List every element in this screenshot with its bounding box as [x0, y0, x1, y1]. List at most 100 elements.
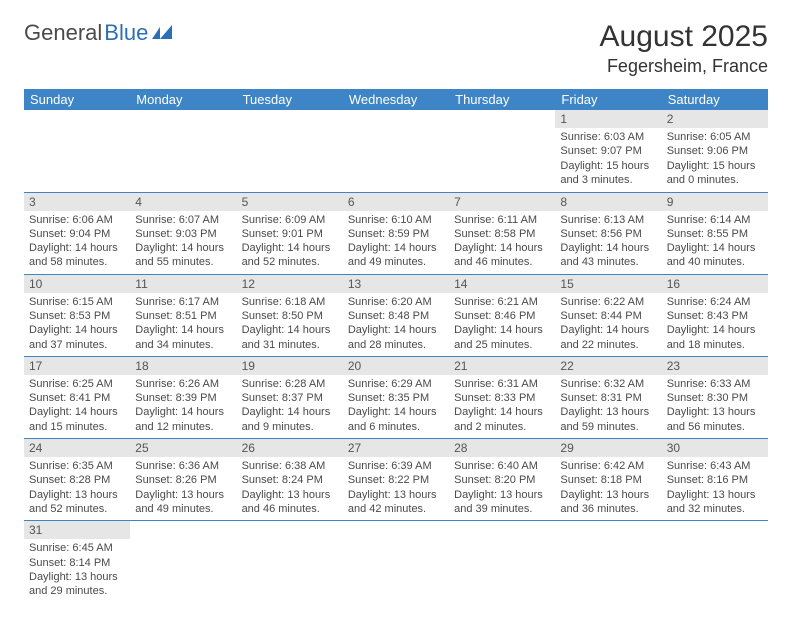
sunrise-text: Sunrise: 6:06 AM: [29, 213, 125, 227]
sunset-text: Sunset: 8:14 PM: [29, 556, 125, 570]
sunrise-text: Sunrise: 6:11 AM: [454, 213, 550, 227]
calendar-week-row: 1Sunrise: 6:03 AMSunset: 9:07 PMDaylight…: [24, 110, 768, 192]
sunrise-text: Sunrise: 6:03 AM: [560, 130, 656, 144]
day-details: Sunrise: 6:35 AMSunset: 8:28 PMDaylight:…: [24, 457, 130, 520]
weekday-header: Friday: [555, 89, 661, 110]
sunrise-text: Sunrise: 6:31 AM: [454, 377, 550, 391]
daylight-text: Daylight: 14 hours and 49 minutes.: [348, 241, 444, 270]
daylight-text: Daylight: 13 hours and 52 minutes.: [29, 488, 125, 517]
day-number: 18: [130, 357, 236, 375]
calendar-day-cell: [130, 521, 236, 603]
weekday-header: Wednesday: [343, 89, 449, 110]
sunset-text: Sunset: 8:30 PM: [667, 391, 763, 405]
daylight-text: Daylight: 13 hours and 46 minutes.: [242, 488, 338, 517]
calendar-day-cell: 9Sunrise: 6:14 AMSunset: 8:55 PMDaylight…: [662, 192, 768, 274]
day-details: Sunrise: 6:18 AMSunset: 8:50 PMDaylight:…: [237, 293, 343, 356]
daylight-text: Daylight: 14 hours and 58 minutes.: [29, 241, 125, 270]
sunrise-text: Sunrise: 6:32 AM: [560, 377, 656, 391]
sunset-text: Sunset: 8:16 PM: [667, 473, 763, 487]
calendar-day-cell: 28Sunrise: 6:40 AMSunset: 8:20 PMDayligh…: [449, 439, 555, 521]
day-details: Sunrise: 6:14 AMSunset: 8:55 PMDaylight:…: [662, 211, 768, 274]
daylight-text: Daylight: 14 hours and 12 minutes.: [135, 405, 231, 434]
calendar-day-cell: [237, 521, 343, 603]
sunset-text: Sunset: 9:03 PM: [135, 227, 231, 241]
sunrise-text: Sunrise: 6:14 AM: [667, 213, 763, 227]
calendar-day-cell: 6Sunrise: 6:10 AMSunset: 8:59 PMDaylight…: [343, 192, 449, 274]
day-number: 16: [662, 275, 768, 293]
day-details: Sunrise: 6:03 AMSunset: 9:07 PMDaylight:…: [555, 128, 661, 191]
sunrise-text: Sunrise: 6:43 AM: [667, 459, 763, 473]
day-details: Sunrise: 6:39 AMSunset: 8:22 PMDaylight:…: [343, 457, 449, 520]
sunrise-text: Sunrise: 6:17 AM: [135, 295, 231, 309]
day-number: 25: [130, 439, 236, 457]
weekday-header: Saturday: [662, 89, 768, 110]
day-number: 28: [449, 439, 555, 457]
day-details: Sunrise: 6:42 AMSunset: 8:18 PMDaylight:…: [555, 457, 661, 520]
day-number: 27: [343, 439, 449, 457]
calendar-day-cell: 23Sunrise: 6:33 AMSunset: 8:30 PMDayligh…: [662, 356, 768, 438]
day-number: 4: [130, 193, 236, 211]
logo-text-blue: Blue: [104, 20, 148, 46]
calendar-day-cell: 19Sunrise: 6:28 AMSunset: 8:37 PMDayligh…: [237, 356, 343, 438]
calendar-week-row: 17Sunrise: 6:25 AMSunset: 8:41 PMDayligh…: [24, 356, 768, 438]
sunset-text: Sunset: 8:53 PM: [29, 309, 125, 323]
day-number: 10: [24, 275, 130, 293]
daylight-text: Daylight: 13 hours and 36 minutes.: [560, 488, 656, 517]
day-number: 11: [130, 275, 236, 293]
day-details: Sunrise: 6:22 AMSunset: 8:44 PMDaylight:…: [555, 293, 661, 356]
daylight-text: Daylight: 13 hours and 56 minutes.: [667, 405, 763, 434]
day-details: Sunrise: 6:15 AMSunset: 8:53 PMDaylight:…: [24, 293, 130, 356]
sunrise-text: Sunrise: 6:10 AM: [348, 213, 444, 227]
day-number: 29: [555, 439, 661, 457]
sunrise-text: Sunrise: 6:28 AM: [242, 377, 338, 391]
day-details: Sunrise: 6:13 AMSunset: 8:56 PMDaylight:…: [555, 211, 661, 274]
calendar-day-cell: 4Sunrise: 6:07 AMSunset: 9:03 PMDaylight…: [130, 192, 236, 274]
calendar-day-cell: [343, 110, 449, 192]
calendar-day-cell: [555, 521, 661, 603]
sunset-text: Sunset: 8:28 PM: [29, 473, 125, 487]
sunrise-text: Sunrise: 6:25 AM: [29, 377, 125, 391]
day-details: Sunrise: 6:32 AMSunset: 8:31 PMDaylight:…: [555, 375, 661, 438]
day-details: Sunrise: 6:17 AMSunset: 8:51 PMDaylight:…: [130, 293, 236, 356]
calendar-day-cell: 2Sunrise: 6:05 AMSunset: 9:06 PMDaylight…: [662, 110, 768, 192]
day-details: Sunrise: 6:06 AMSunset: 9:04 PMDaylight:…: [24, 211, 130, 274]
calendar-day-cell: 5Sunrise: 6:09 AMSunset: 9:01 PMDaylight…: [237, 192, 343, 274]
calendar-day-cell: [130, 110, 236, 192]
daylight-text: Daylight: 14 hours and 15 minutes.: [29, 405, 125, 434]
sunset-text: Sunset: 8:44 PM: [560, 309, 656, 323]
day-details: Sunrise: 6:24 AMSunset: 8:43 PMDaylight:…: [662, 293, 768, 356]
sunset-text: Sunset: 8:41 PM: [29, 391, 125, 405]
day-details: Sunrise: 6:21 AMSunset: 8:46 PMDaylight:…: [449, 293, 555, 356]
day-number: 30: [662, 439, 768, 457]
calendar-day-cell: 25Sunrise: 6:36 AMSunset: 8:26 PMDayligh…: [130, 439, 236, 521]
day-details: Sunrise: 6:40 AMSunset: 8:20 PMDaylight:…: [449, 457, 555, 520]
daylight-text: Daylight: 13 hours and 42 minutes.: [348, 488, 444, 517]
calendar-day-cell: 20Sunrise: 6:29 AMSunset: 8:35 PMDayligh…: [343, 356, 449, 438]
sunrise-text: Sunrise: 6:18 AM: [242, 295, 338, 309]
daylight-text: Daylight: 14 hours and 31 minutes.: [242, 323, 338, 352]
calendar-day-cell: 12Sunrise: 6:18 AMSunset: 8:50 PMDayligh…: [237, 274, 343, 356]
day-details: Sunrise: 6:09 AMSunset: 9:01 PMDaylight:…: [237, 211, 343, 274]
sunrise-text: Sunrise: 6:45 AM: [29, 541, 125, 555]
daylight-text: Daylight: 14 hours and 22 minutes.: [560, 323, 656, 352]
day-details: Sunrise: 6:33 AMSunset: 8:30 PMDaylight:…: [662, 375, 768, 438]
calendar-day-cell: [343, 521, 449, 603]
daylight-text: Daylight: 14 hours and 43 minutes.: [560, 241, 656, 270]
sunrise-text: Sunrise: 6:26 AM: [135, 377, 231, 391]
day-number: 23: [662, 357, 768, 375]
calendar-day-cell: 30Sunrise: 6:43 AMSunset: 8:16 PMDayligh…: [662, 439, 768, 521]
sunset-text: Sunset: 8:48 PM: [348, 309, 444, 323]
sunset-text: Sunset: 8:39 PM: [135, 391, 231, 405]
calendar-day-cell: 10Sunrise: 6:15 AMSunset: 8:53 PMDayligh…: [24, 274, 130, 356]
calendar-day-cell: 8Sunrise: 6:13 AMSunset: 8:56 PMDaylight…: [555, 192, 661, 274]
sunset-text: Sunset: 8:24 PM: [242, 473, 338, 487]
logo-text-general: General: [24, 20, 102, 46]
sunrise-text: Sunrise: 6:33 AM: [667, 377, 763, 391]
sunrise-text: Sunrise: 6:24 AM: [667, 295, 763, 309]
day-number: 24: [24, 439, 130, 457]
day-details: Sunrise: 6:26 AMSunset: 8:39 PMDaylight:…: [130, 375, 236, 438]
sunrise-text: Sunrise: 6:42 AM: [560, 459, 656, 473]
day-number: 21: [449, 357, 555, 375]
calendar-day-cell: 22Sunrise: 6:32 AMSunset: 8:31 PMDayligh…: [555, 356, 661, 438]
sunset-text: Sunset: 8:46 PM: [454, 309, 550, 323]
